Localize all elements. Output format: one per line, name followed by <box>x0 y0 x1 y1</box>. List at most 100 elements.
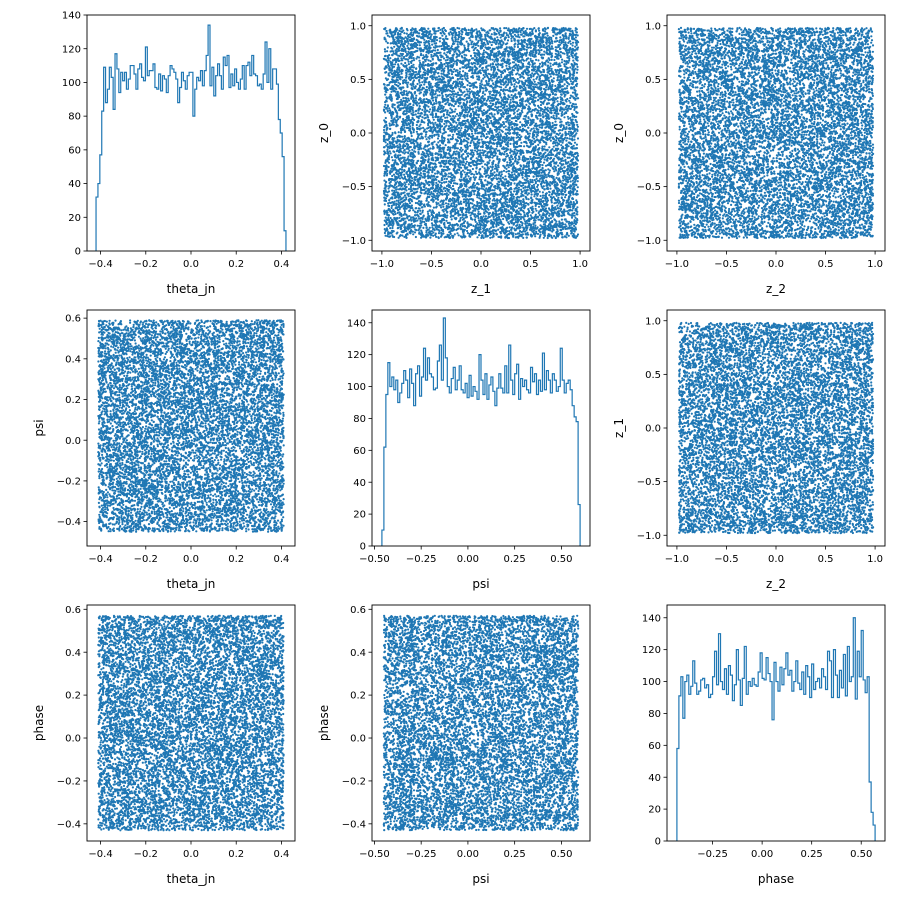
scatter-point <box>511 150 513 152</box>
scatter-point <box>505 81 507 83</box>
scatter-point <box>574 229 576 231</box>
scatter-point <box>551 205 553 207</box>
scatter-point <box>564 33 566 35</box>
scatter-point <box>510 216 512 218</box>
scatter-point <box>439 162 441 164</box>
scatter-point <box>387 42 389 44</box>
scatter-point <box>542 116 544 118</box>
scatter-point <box>556 79 558 81</box>
scatter-point <box>550 217 552 219</box>
scatter-point <box>386 50 388 52</box>
scatter-point <box>442 38 444 40</box>
scatter-point <box>457 147 459 149</box>
scatter-point <box>393 124 395 126</box>
scatter-point <box>410 166 412 168</box>
scatter-point <box>522 230 524 232</box>
scatter-point <box>420 213 422 215</box>
scatter-point <box>453 68 455 70</box>
scatter-point <box>482 154 484 156</box>
scatter-point <box>541 185 543 187</box>
scatter-point <box>529 156 531 158</box>
scatter-point <box>429 237 431 239</box>
scatter-point <box>551 59 553 61</box>
scatter-point <box>452 134 454 136</box>
scatter-point <box>408 77 410 79</box>
scatter-point <box>559 65 561 67</box>
scatter-point <box>462 170 464 172</box>
scatter-point <box>420 142 422 144</box>
scatter-point <box>421 81 423 83</box>
scatter-point <box>543 51 545 53</box>
scatter-point <box>454 233 456 235</box>
scatter-point <box>575 103 577 105</box>
scatter-point <box>432 106 434 108</box>
scatter-point <box>484 76 486 78</box>
scatter-point <box>455 122 457 124</box>
scatter-point <box>496 136 498 138</box>
scatter-point <box>561 81 563 83</box>
scatter-point <box>446 215 448 217</box>
scatter-point <box>549 191 551 193</box>
scatter-point <box>450 187 452 189</box>
scatter-point <box>444 193 446 195</box>
scatter-point <box>483 215 485 217</box>
scatter-point <box>511 214 513 216</box>
scatter-point <box>569 117 571 119</box>
scatter-point <box>553 59 555 61</box>
scatter-point <box>555 220 557 222</box>
scatter-point <box>577 180 579 182</box>
scatter-point <box>470 217 472 219</box>
scatter-point <box>444 214 446 216</box>
scatter-point <box>383 224 385 226</box>
scatter-point <box>576 69 578 71</box>
scatter-point <box>407 82 409 84</box>
scatter-point <box>514 219 516 221</box>
scatter-point <box>520 218 522 220</box>
scatter-point <box>562 52 564 54</box>
scatter-point <box>519 121 521 123</box>
scatter-point <box>403 90 405 92</box>
scatter-point <box>403 174 405 176</box>
scatter-point <box>443 166 445 168</box>
scatter-point <box>505 156 507 158</box>
scatter-point <box>391 227 393 229</box>
scatter-point <box>441 171 443 173</box>
scatter-point <box>518 207 520 209</box>
scatter-point <box>435 184 437 186</box>
scatter-point <box>539 131 541 133</box>
scatter-point <box>394 63 396 65</box>
scatter-point <box>440 206 442 208</box>
scatter-point <box>384 58 386 60</box>
scatter-point <box>556 57 558 59</box>
scatter-point <box>576 85 578 87</box>
scatter-point <box>518 187 520 189</box>
scatter-point <box>450 216 452 218</box>
scatter-point <box>446 38 448 40</box>
scatter-point <box>417 133 419 135</box>
y-tick-label: 60 <box>68 145 81 156</box>
scatter-point <box>499 56 501 58</box>
scatter-point <box>433 141 435 143</box>
scatter-point <box>405 69 407 71</box>
scatter-point <box>428 184 430 186</box>
scatter-point <box>428 231 430 233</box>
scatter-point <box>490 120 492 122</box>
scatter-point <box>385 141 387 143</box>
scatter-point <box>412 209 414 211</box>
scatter-point <box>534 224 536 226</box>
scatter-point <box>431 33 433 35</box>
scatter-point <box>457 202 459 204</box>
scatter-point <box>434 173 436 175</box>
scatter-point <box>517 46 519 48</box>
scatter-point <box>468 200 470 202</box>
scatter-point <box>572 92 574 94</box>
scatter-point <box>464 106 466 108</box>
scatter-point <box>489 100 491 102</box>
scatter-point <box>484 154 486 156</box>
scatter-point <box>465 156 467 158</box>
scatter-point <box>440 236 442 238</box>
scatter-point <box>504 185 506 187</box>
scatter-point <box>507 39 509 41</box>
scatter-point <box>537 151 539 153</box>
